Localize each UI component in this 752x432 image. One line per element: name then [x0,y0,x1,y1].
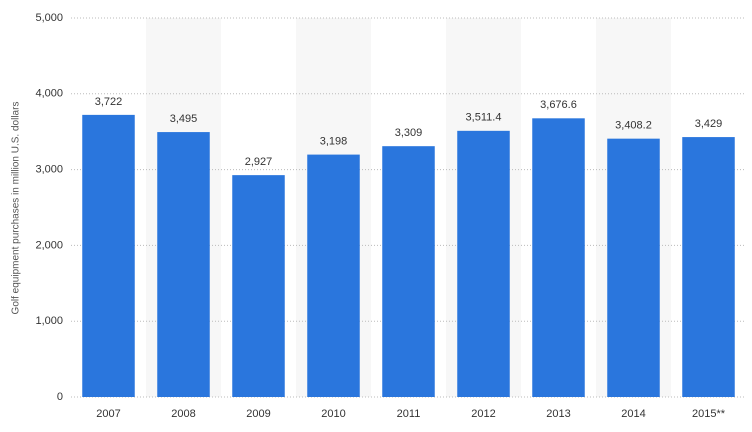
bar [607,138,660,397]
y-tick-label: 3,000 [35,164,63,176]
x-tick-label: 2013 [546,408,570,420]
y-tick-label: 4,000 [35,88,63,100]
bar [157,132,210,398]
value-label: 3,495 [170,113,198,125]
x-tick-label: 2007 [96,408,120,420]
bar [82,114,135,397]
x-tick-label: 2010 [321,408,345,420]
value-label: 3,722 [95,96,123,108]
bar [457,130,510,397]
x-tick-label: 2008 [171,408,195,420]
x-tick-label: 2014 [621,408,645,420]
y-tick-label: 2,000 [35,239,63,251]
value-label: 3,408.2 [615,120,652,132]
y-tick-label: 0 [57,391,63,403]
y-axis-label: Golf equipment purchases in million U.S.… [11,102,22,315]
x-tick-label: 2011 [397,408,421,420]
y-tick-label: 5,000 [35,12,63,24]
bar [307,154,360,397]
value-label: 2,927 [245,156,273,168]
value-label: 3,676.6 [540,99,577,111]
value-label: 3,429 [695,118,723,130]
bar [232,175,285,397]
value-label: 3,511.4 [466,112,502,124]
y-tick-label: 1,000 [35,315,63,327]
x-tick-label: 2009 [246,408,270,420]
bar [532,118,585,397]
bar [382,146,435,397]
x-tick-label: 2015** [692,408,726,420]
value-label: 3,198 [320,135,348,147]
bar [682,137,735,398]
x-tick-label: 2012 [471,408,495,420]
value-label: 3,309 [395,127,423,139]
